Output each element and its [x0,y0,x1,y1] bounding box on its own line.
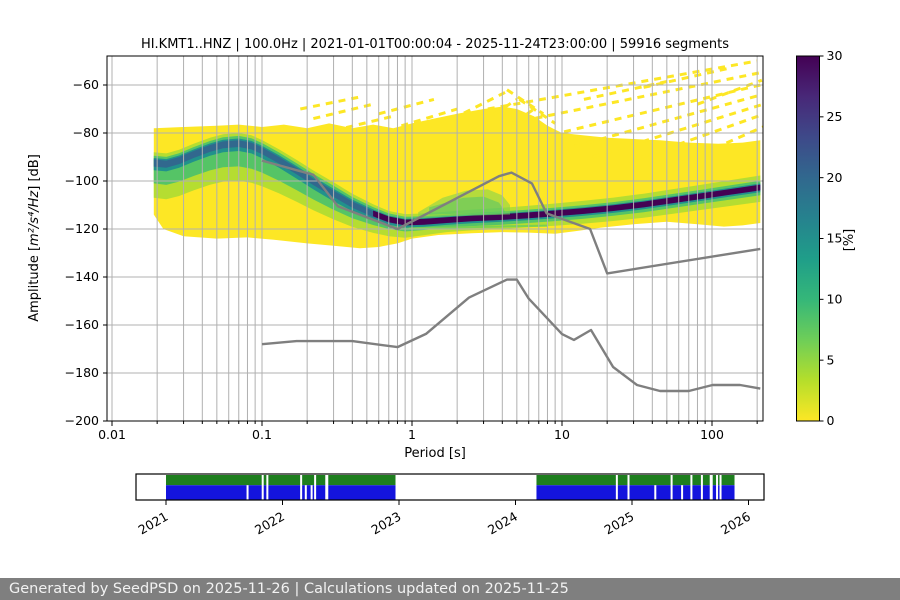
colorbar-tick-label: 5 [827,352,835,367]
availability-segment-green [536,475,735,486]
streak [561,93,763,152]
colorbar-tick-label: 20 [827,170,843,185]
density-band-3 [153,140,761,226]
timeline-year-label: 2021 [135,509,170,538]
availability-gap [709,475,713,500]
streak [378,97,435,116]
availability-segment-blue [166,485,396,500]
x-tick-label: 100 [700,427,724,442]
streak [666,125,763,171]
streak [643,66,730,89]
availability-gap [325,475,329,500]
streak [583,78,674,101]
streak [428,90,507,132]
timeline-frame [135,473,765,501]
availability-gap [700,475,703,500]
availability-gap [261,475,264,500]
x-tick-label: 10 [554,427,570,442]
colorbar-tick-label: 10 [827,292,843,307]
availability-gap [654,485,657,500]
y-axis-label: Amplitude [m²/s⁴/Hz] [dB] [27,138,47,338]
streak [696,78,763,106]
colorbar-gradient [796,56,820,421]
colorbar: 0 5 10 15 20 25 30 [796,48,843,428]
availability-gap [615,475,618,500]
colorbar-tick-label: 30 [827,48,843,63]
axes-frame [106,55,764,422]
availability-segment-green [166,475,396,486]
colorbar-tick-label: 15 [827,231,843,246]
nlnm-curve [261,278,761,393]
gridlines [107,56,763,421]
availability-gap [300,475,303,500]
density-sub-band-line [408,224,548,230]
streak [333,114,394,133]
timeline-year-label: 2025 [601,509,636,538]
timeline-year-label: 2026 [718,509,753,538]
availability-timeline: 2021 2022 2023 2024 2025 2026 [135,473,765,538]
colorbar-tick-label: 0 [827,413,835,428]
availability-gap [266,475,269,500]
timeline-year-label: 2022 [252,509,287,538]
axes: 0.01 0.1 1 10 100 −60 −80 −100 −120 −140 −160 −180 −… [65,55,764,442]
density-extra-1 [429,196,506,215]
streak [400,107,458,128]
x-tick-label: 0.01 [98,427,126,442]
colorbar-tick-label: 25 [827,109,843,124]
y-tick-label: −80 [73,125,99,140]
noise-model-curves [261,159,761,393]
x-tick-label: 1 [408,427,416,442]
y-tick-label: −200 [65,413,99,428]
availability-gap [719,475,722,500]
availability-segment-blue [536,485,735,500]
x-axis-label: Period [s] [404,446,466,461]
availability-gap [627,475,630,500]
timeline-year-label: 2023 [368,509,403,538]
colorbar-label: [%] [842,228,857,252]
plot-canvas: 0.01 0.1 1 10 100−60−80−100−120−140−160−180−… [65,48,843,538]
status-bar: Generated by SeedPSD on 2025-11-26 | Cal… [0,578,900,600]
streak [313,102,374,121]
availability-gap [246,485,249,500]
availability-gap [690,475,693,500]
availability-gap [670,475,673,500]
streak [299,95,361,111]
streak [628,112,763,164]
nhnm-curve [261,159,761,275]
x-tick-label: 0.1 [252,427,272,442]
density-band-2 [153,138,761,228]
y-tick-label: −100 [65,173,99,188]
plot-title: HI.KMT1..HNZ | 100.0Hz | 2021-01-01T00:0… [140,37,730,52]
y-axis-label-prefix: Amplitude [ [27,245,42,322]
y-axis-label-suffix: ] [dB] [27,154,42,191]
streak [592,102,763,159]
availability-gap [716,475,719,500]
timeline-year-label: 2024 [485,509,520,538]
status-text: Generated by SeedPSD on 2025-11-26 | Cal… [9,581,569,597]
streak [509,71,760,125]
y-tick-label: −140 [65,269,99,284]
availability-gap [310,485,313,500]
y-tick-label: −120 [65,221,99,236]
y-tick-label: −60 [73,77,99,92]
availability-gap [304,485,307,500]
y-axis-label-units: m²/s⁴/Hz [27,190,42,246]
availability-gap [681,485,684,500]
y-tick-label: −160 [65,317,99,332]
y-tick-label: −180 [65,365,99,380]
availability-gap [314,475,317,500]
